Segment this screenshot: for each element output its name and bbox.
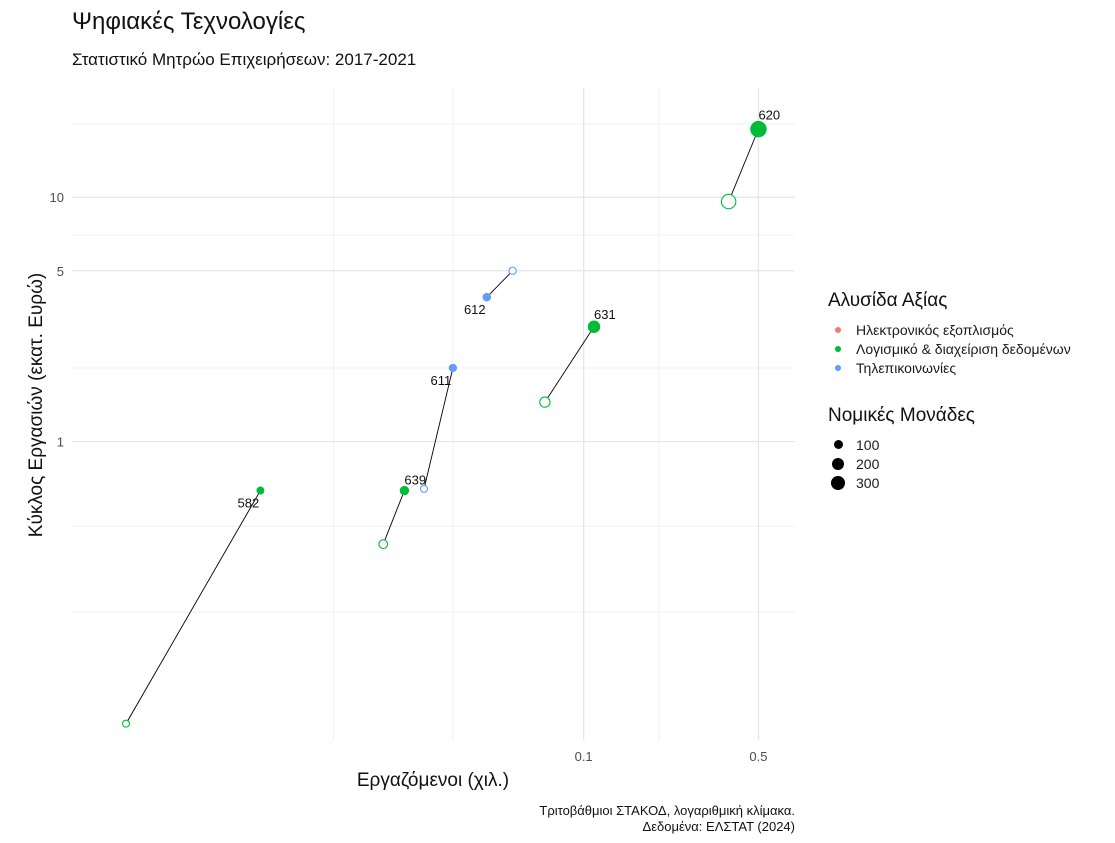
legend-item-label: Ηλεκτρονικός εξοπλισμός: [856, 321, 1014, 338]
end-point: [587, 320, 601, 334]
point-label: 631: [594, 307, 616, 322]
legend-item-label: 300: [856, 474, 880, 491]
legend-size-swatch: [833, 440, 843, 449]
trajectory-line: [382, 490, 405, 545]
legend-color-title: Αλυσίδα Αξίας: [828, 290, 948, 311]
x-tick-label: 0.5: [749, 749, 767, 764]
end-point: [482, 292, 492, 302]
legend-item: 300: [828, 473, 1071, 492]
legend-item: Ηλεκτρονικός εξοπλισμός: [828, 320, 1071, 339]
point-label: 611: [431, 373, 452, 388]
legend-color-swatch: [835, 345, 841, 352]
legend-color-swatch: [835, 364, 841, 371]
end-point: [448, 363, 458, 373]
point-labels: 620 631 639 582 612 611: [238, 107, 781, 510]
tick-labels: 0.1 0.5 1 5 10: [50, 190, 768, 764]
legend-item-label: Τηλεπικοινωνίες: [856, 359, 957, 376]
trajectory-line: [423, 367, 454, 489]
end-point: [750, 120, 767, 138]
legend: Αλυσίδα Αξίας Ηλεκτρονικός εξοπλισμός Λο…: [828, 290, 1071, 492]
data-points: [122, 120, 767, 728]
start-point: [122, 719, 131, 728]
trajectory-line: [125, 490, 261, 724]
start-point: [508, 266, 517, 275]
legend-color-swatch: [835, 326, 841, 333]
legend-item: 200: [828, 454, 1071, 473]
x-axis-title: Εργαζόμενοι (χιλ.): [357, 770, 509, 791]
point-label: 612: [464, 302, 486, 317]
caption: Τριτοβάθμιοι ΣΤΑΚΟΔ, λογαριθμική κλίμακα…: [539, 803, 795, 835]
legend-size-title: Νομικές Μονάδες: [828, 405, 975, 426]
grid-layer: [72, 88, 795, 740]
y-axis-title: Κύκλος Εργασιών (εκατ. Ευρώ): [26, 273, 47, 537]
trajectory-line: [544, 326, 595, 403]
legend-item: 100: [828, 435, 1071, 454]
point-label: 582: [238, 496, 260, 511]
y-tick-label: 5: [57, 264, 64, 279]
trajectory-lines: [125, 128, 759, 724]
legend-size-swatch: [832, 457, 844, 470]
caption-line: Τριτοβάθμιοι ΣΤΑΚΟΔ, λογαριθμική κλίμακα…: [539, 803, 795, 818]
legend-item: Λογισμικό & διαχείριση δεδομένων: [828, 339, 1071, 358]
legend-item-label: Λογισμικό & διαχείριση δεδομένων: [856, 340, 1071, 357]
point-label: 620: [758, 107, 780, 122]
chart-title: Ψηφιακές Τεχνολογίες: [72, 8, 306, 35]
legend-item-label: 200: [856, 455, 880, 472]
legend-color-section: Αλυσίδα Αξίας Ηλεκτρονικός εξοπλισμός Λο…: [828, 290, 1071, 377]
start-point: [720, 193, 737, 210]
point-label: 639: [404, 472, 426, 487]
legend-size-swatch: [831, 475, 845, 490]
start-point: [539, 396, 551, 408]
start-point: [419, 484, 429, 493]
chart-subtitle: Στατιστικό Μητρώο Επιχειρήσεων: 2017-202…: [72, 50, 417, 69]
y-tick-label: 1: [57, 435, 64, 450]
trajectory-line: [728, 128, 759, 202]
legend-item-label: 100: [856, 436, 880, 453]
trajectory-line: [486, 270, 513, 298]
x-tick-label: 0.1: [575, 749, 593, 764]
start-point: [378, 539, 389, 550]
legend-item: Τηλεπικοινωνίες: [828, 358, 1071, 377]
end-point: [399, 485, 410, 496]
legend-size-section: Νομικές Μονάδες 100 200 300: [828, 405, 1071, 492]
end-point: [256, 486, 265, 495]
caption-line: Δεδομένα: ΕΛΣΤΑΤ (2024): [642, 819, 795, 834]
y-tick-label: 10: [50, 190, 64, 205]
